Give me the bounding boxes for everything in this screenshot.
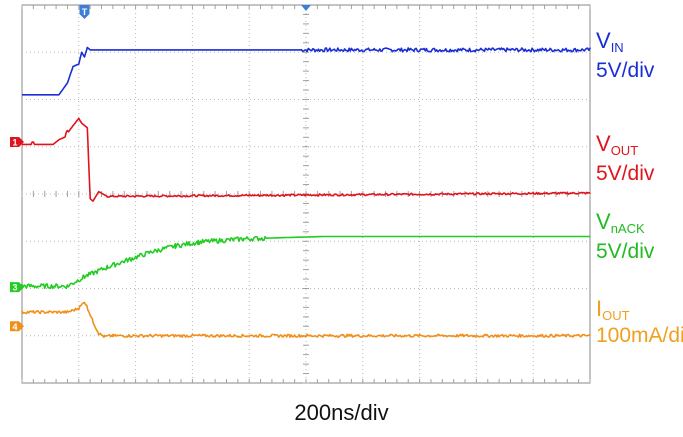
legend-vin: VIN 5V/div (596, 28, 655, 82)
trace-v-out (22, 117, 591, 202)
legend-vnack-label: VnACK (596, 209, 645, 236)
channel-1-marker: 1 (10, 137, 24, 148)
trigger-marker-shape (79, 5, 90, 19)
legend-iout-label: IOUT (596, 296, 630, 323)
legend-vnack-scale: 5V/div (596, 240, 655, 263)
legend-vout-label: VOUT (596, 131, 639, 158)
channel-marker-shape (10, 137, 24, 148)
trace-v-nack (21, 235, 590, 290)
legend-vin-label: VIN (596, 28, 624, 55)
traces (21, 46, 591, 338)
channel-4-marker: 4 (10, 321, 24, 332)
channel-markers: 1 3 4 (10, 137, 24, 332)
channel-marker-label: 3 (12, 283, 17, 293)
channel-marker-shape (10, 321, 24, 332)
horizontal-position-marker (301, 5, 311, 11)
legend-vout-scale: 5V/div (596, 162, 655, 185)
trigger-marker-label: T (82, 7, 88, 17)
channel-3-marker: 3 (10, 282, 24, 293)
trace-i-out (21, 301, 591, 338)
trace-v-in (22, 46, 591, 96)
legend-vout: VOUT 5V/div (596, 131, 655, 185)
legend-iout: IOUT 100mA/div (596, 296, 683, 347)
channel-marker-label: 4 (12, 322, 17, 332)
channel-marker-label: 1 (12, 138, 17, 148)
legend-vnack: VnACK 5V/div (596, 209, 655, 263)
x-axis-label: 200ns/div (294, 400, 389, 425)
legend-vin-scale: 5V/div (596, 59, 655, 82)
trigger-marker: T (79, 5, 311, 19)
legend-iout-scale: 100mA/div (596, 324, 683, 347)
channel-marker-shape (10, 282, 24, 293)
